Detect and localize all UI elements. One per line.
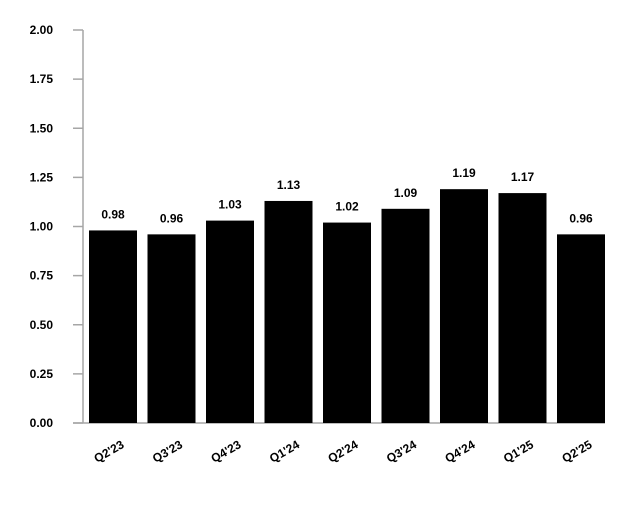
x-tick-label: Q1'24 <box>267 437 302 465</box>
bar <box>147 234 196 423</box>
data-label: 1.09 <box>394 186 418 200</box>
data-label: 1.02 <box>335 200 359 214</box>
bar <box>440 189 488 423</box>
data-label: 1.17 <box>511 170 535 184</box>
x-tick-label: Q3'24 <box>384 437 419 465</box>
x-tick-label: Q1'25 <box>501 437 536 465</box>
bar <box>381 208 430 423</box>
x-tick-label: Q2'23 <box>92 437 127 465</box>
bar <box>498 193 547 423</box>
y-tick-label: 1.00 <box>30 220 54 234</box>
x-tick-label: Q4'24 <box>443 437 478 465</box>
bar <box>557 234 605 423</box>
y-tick-label: 2.00 <box>30 23 54 37</box>
data-label: 1.03 <box>218 198 242 212</box>
bar <box>89 230 137 423</box>
y-tick-label: 0.00 <box>30 416 54 430</box>
bar <box>264 200 313 423</box>
x-tick-label: Q3'23 <box>150 437 185 465</box>
y-tick-label: 0.50 <box>30 318 54 332</box>
data-label: 0.96 <box>569 211 593 225</box>
y-tick-label: 1.25 <box>30 170 54 184</box>
data-label: 0.98 <box>101 207 125 221</box>
x-tick-label: Q2'24 <box>326 437 361 465</box>
y-tick-label: 1.75 <box>30 72 54 86</box>
y-tick-label: 0.75 <box>30 269 54 283</box>
x-tick-label: Q4'23 <box>209 437 244 465</box>
data-label: 1.13 <box>277 178 301 192</box>
y-tick-label: 1.50 <box>30 121 54 135</box>
data-label: 1.19 <box>452 166 476 180</box>
data-label: 0.96 <box>160 211 184 225</box>
y-tick-label: 0.25 <box>30 367 54 381</box>
x-tick-label: Q2'25 <box>560 437 595 465</box>
bar <box>206 220 254 423</box>
bar <box>323 222 371 423</box>
